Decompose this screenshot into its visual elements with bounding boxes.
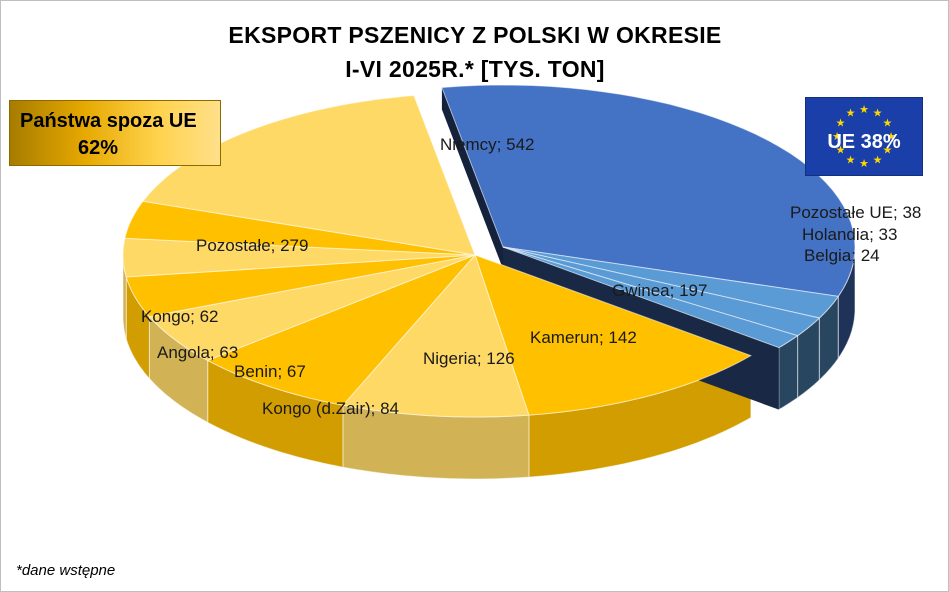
eu-star-icon: ★ <box>836 145 846 157</box>
data-label-holandia: Holandia; 33 <box>802 225 897 244</box>
data-label-kongo-d-zair-: Kongo (d.Zair); 84 <box>262 399 399 418</box>
pie-slice-gwinea <box>474 254 753 416</box>
eu-label: UE 38% <box>827 131 901 153</box>
pie-cut-face-niemcy <box>441 87 503 269</box>
non-eu-legend-box <box>9 100 221 166</box>
eu-star-icon: ★ <box>832 131 842 143</box>
eu-star-icon: ★ <box>882 118 892 130</box>
pie-slice-nigeria <box>206 254 476 406</box>
pie-slice-belgia <box>502 246 799 349</box>
eu-star-icon: ★ <box>836 118 846 130</box>
eu-star-icon: ★ <box>846 108 856 120</box>
eu-star-icon: ★ <box>873 108 883 120</box>
pie-slice-benin <box>125 254 476 318</box>
data-label-pozosta-e: Pozostałe; 279 <box>196 236 308 255</box>
eu-flag-box: ★ ★ ★ ★ ★ ★ ★ ★ ★ ★ ★ ★ UE 38% <box>805 97 923 176</box>
pie-slice-holandia <box>502 246 821 337</box>
pie-slice-kongo <box>124 200 476 256</box>
data-label-benin: Benin; 67 <box>234 362 306 381</box>
chart-title-line-2: I-VI 2025R.* [TYS. TON] <box>345 56 605 82</box>
non-eu-label: Państwa spoza UE <box>20 110 197 132</box>
data-label-gwinea: Gwinea; 197 <box>612 281 707 300</box>
eu-stars-icon: ★ ★★★★★★★★★★★ <box>832 104 896 170</box>
pie-slice-pozosta-e <box>142 94 476 256</box>
eu-star-icon: ★ <box>846 154 856 166</box>
eu-star-icon: ★ <box>873 154 883 166</box>
pie-slice-angola <box>122 237 476 278</box>
eu-star-icon: ★ <box>859 104 869 116</box>
chart-title-line-1: EKSPORT PSZENICY Z POLSKI W OKRESIE <box>228 22 722 48</box>
data-label-niemcy: Niemcy; 542 <box>440 135 534 154</box>
non-eu-percent: 62% <box>78 137 119 159</box>
eu-star-icon: ★ <box>886 131 896 143</box>
pie-slice-pozosta-e-ue <box>502 246 840 319</box>
pie-side-belgia <box>778 334 799 411</box>
data-label-belgia: Belgia; 24 <box>804 246 880 265</box>
data-label-pozosta-e-ue: Pozostałe UE; 38 <box>790 203 921 222</box>
data-label-kamerun: Kamerun; 142 <box>530 328 637 347</box>
eu-star-icon: ★ <box>882 145 892 157</box>
pie-slice-kamerun <box>341 254 530 418</box>
pie-slice-kongo-d-zair- <box>148 254 476 361</box>
data-label-angola: Angola; 63 <box>157 343 238 362</box>
footnote: *dane wstępne <box>16 562 116 579</box>
data-label-kongo: Kongo; 62 <box>141 307 219 326</box>
chart-title: EKSPORT PSZENICY Z POLSKI W OKRESIE I-VI… <box>150 18 800 86</box>
eu-star-icon: ★ <box>859 158 869 170</box>
pie-slice-niemcy <box>441 84 856 297</box>
data-label-nigeria: Nigeria; 126 <box>423 349 515 368</box>
